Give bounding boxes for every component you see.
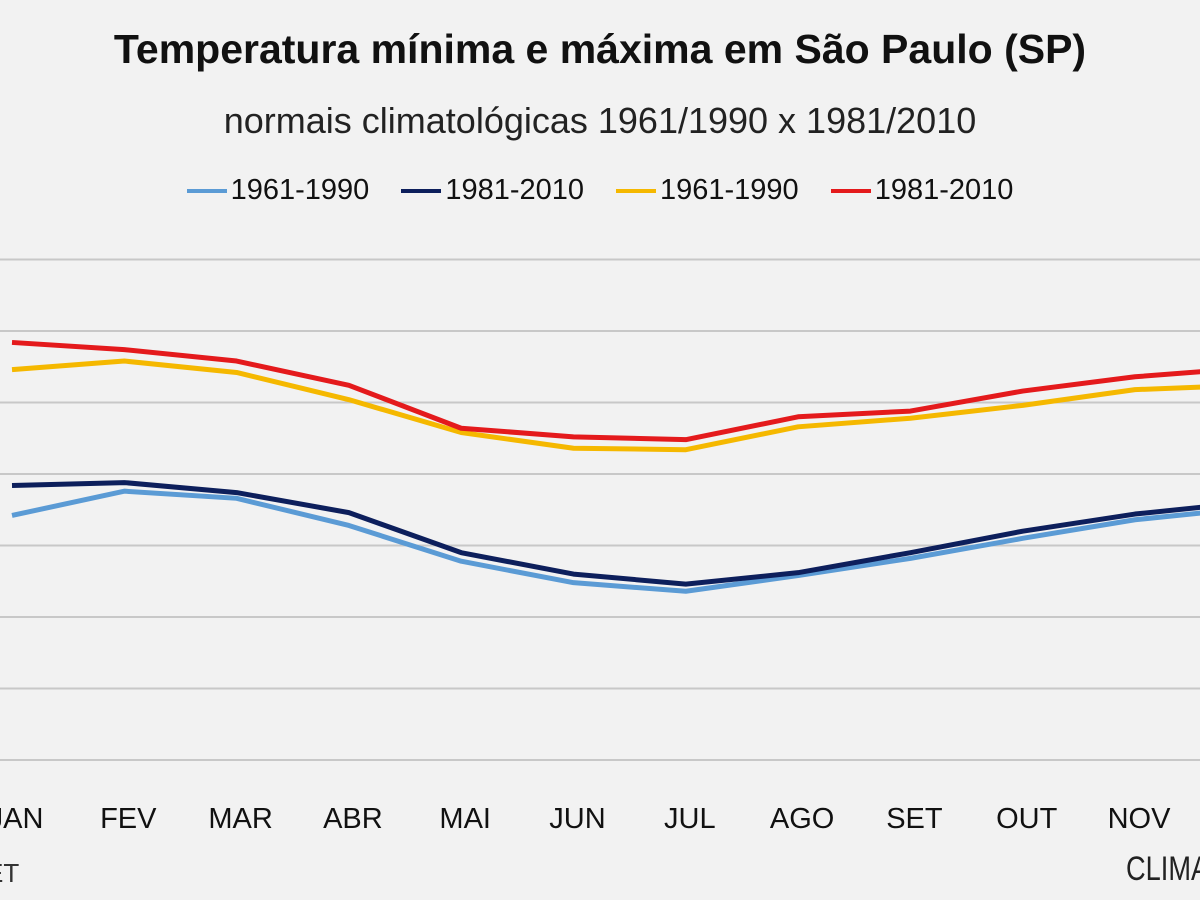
chart-subtitle: normais climatológicas 1961/1990 x 1981/…	[223, 100, 977, 141]
legend-item: 1981-2010	[830, 174, 1014, 207]
x-tick-label: NOV	[1108, 803, 1172, 835]
x-tick-label: MAI	[439, 803, 491, 835]
legend: 1961-1990 1981-2010 1961-1990 1981-2010	[0, 174, 1200, 207]
source-label: ET	[0, 858, 20, 888]
x-tick-label: ABR	[323, 803, 383, 835]
x-tick-label: SET	[886, 803, 943, 835]
legend-label: 1981-2010	[445, 174, 584, 206]
x-tick-label: MAR	[208, 803, 272, 835]
x-tick-label: FEV	[100, 803, 157, 835]
legend-label: 1961-1990	[230, 174, 370, 206]
legend-label: 1961-1990	[660, 174, 799, 206]
series-line-1961-1990	[11, 488, 1200, 594]
series-line-1981-2010	[11, 480, 1200, 587]
x-tick-label: AGO	[770, 803, 834, 835]
x-tick-label: JUN	[549, 803, 605, 835]
legend-swatch	[186, 188, 227, 193]
x-tick-label: JUL	[664, 803, 716, 835]
chart-title: Temperatura mínima e máxima em São Paulo…	[113, 26, 1087, 72]
x-tick-label: JAN	[0, 803, 43, 835]
legend-swatch	[616, 188, 656, 193]
legend-swatch	[830, 188, 871, 193]
brand-label: CLIMA	[1126, 850, 1200, 888]
series-line-1981-2010	[11, 339, 1200, 443]
legend-item: 1981-2010	[401, 174, 584, 207]
legend-item: 1961-1990	[186, 174, 370, 207]
series-line-1961-1990	[11, 358, 1200, 453]
legend-item: 1961-1990	[616, 174, 799, 207]
x-tick-label: OUT	[996, 803, 1058, 835]
legend-label: 1981-2010	[874, 174, 1014, 206]
legend-swatch	[401, 188, 442, 193]
